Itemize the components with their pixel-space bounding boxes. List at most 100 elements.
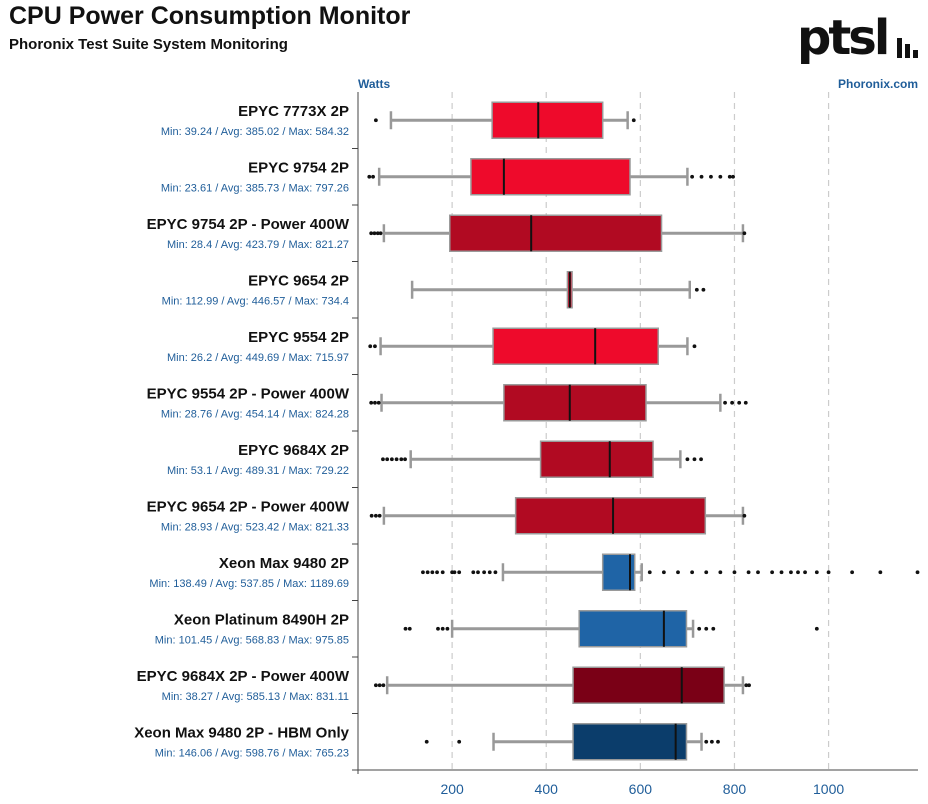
series-name: EPYC 9754 2P - Power 400W [147,216,350,233]
series-row: Xeon Platinum 8490H 2P Min: 101.45 / Avg:… [155,610,819,658]
box-iqr [503,384,647,422]
outlier-point [373,683,378,688]
outlier-point [424,739,429,744]
outlier-point [704,570,709,575]
outlier-point [850,570,855,575]
outlier-point [718,174,723,179]
outlier-point [631,118,636,123]
outlier-point [814,626,819,631]
outlier-point [746,570,751,575]
outlier-point [399,457,404,462]
outlier-point [389,457,394,462]
outlier-point [378,231,383,236]
source-link[interactable]: Phoronix.com [837,77,918,91]
outlier-point [440,570,445,575]
outlier-point [371,174,375,179]
box-iqr [492,327,659,365]
outlier-point [690,570,695,575]
outlier-point [403,457,407,462]
outlier-point [407,626,412,631]
series-row: EPYC 9684X 2P Min: 53.1 / Avg: 489.31 / M… [167,440,703,488]
outlier-point [711,626,716,631]
outlier-point [718,570,723,575]
outlier-point [701,287,706,292]
logo-bar-1 [897,38,902,58]
outlier-point [369,400,374,405]
box-iqr [539,440,654,478]
outlier-point [377,513,382,518]
series-row: EPYC 9554 2P Min: 26.2 / Avg: 449.69 / Ma… [167,327,697,375]
outlier-point [476,570,480,575]
outlier-point [704,626,709,631]
outlier-point [487,570,492,575]
series-name: EPYC 9654 2P - Power 400W [147,499,350,516]
series-row: EPYC 9654 2P Min: 112.99 / Avg: 446.57 / … [162,271,706,319]
box-iqr [578,610,688,648]
outlier-point [709,739,714,744]
series-stats: Min: 112.99 / Avg: 446.57 / Max: 734.4 [162,296,349,308]
outlier-point [826,570,831,575]
outlier-point [435,570,439,575]
series-stats: Min: 53.1 / Avg: 489.31 / Max: 729.22 [167,465,349,477]
series-row: Xeon Max 9480 2P Min: 138.49 / Avg: 537.8… [149,553,920,601]
outlier-point [727,174,732,179]
series-row: EPYC 7773X 2P Min: 39.24 / Avg: 385.02 / … [161,101,636,149]
outlier-point [425,570,430,575]
logo-text: ptsl [797,10,887,66]
outlier-point [471,570,476,575]
outlier-point [385,457,390,462]
series-name: Xeon Max 9480 2P [219,555,349,572]
series-row: EPYC 9554 2P - Power 400W Min: 28.76 / Av… [147,384,748,432]
series-stats: Min: 28.4 / Avg: 423.79 / Max: 821.27 [167,239,349,251]
series-stats: Min: 23.61 / Avg: 385.73 / Max: 797.26 [161,183,349,195]
series-stats: Min: 101.45 / Avg: 568.83 / Max: 975.85 [155,635,349,647]
series-row: EPYC 9754 2P Min: 23.61 / Avg: 385.73 / M… [161,158,735,206]
pts-logo: ptsl [797,10,918,66]
outlier-point [731,174,735,179]
outlier-point [699,457,703,462]
logo-bar-2 [905,44,910,58]
series-name: EPYC 9754 2P [248,160,349,177]
outlier-point [403,626,408,631]
outlier-point [368,344,373,349]
outlier-point [436,626,440,631]
outlier-point [661,570,666,575]
outlier-point [692,457,697,462]
outlier-point [697,626,702,631]
outlier-point [647,570,652,575]
outlier-point [373,513,378,518]
series-stats: Min: 39.24 / Avg: 385.02 / Max: 584.32 [161,126,349,138]
series-row: EPYC 9684X 2P - Power 400W Min: 38.27 / A… [137,666,751,714]
outlier-point [744,683,749,688]
series-stats: Min: 38.27 / Avg: 585.13 / Max: 831.11 [162,691,349,703]
outlier-point [445,626,450,631]
series-row: EPYC 9754 2P - Power 400W Min: 28.4 / Avg… [147,214,747,262]
outlier-point [367,174,372,179]
box-iqr [572,723,688,761]
outlier-point [369,231,374,236]
series-stats: Min: 28.93 / Avg: 523.42 / Max: 821.33 [161,522,349,534]
series-name: EPYC 9554 2P - Power 400W [147,386,350,403]
outlier-point [709,174,713,179]
outlier-point [394,457,399,462]
chart-subtitle: Phoronix Test Suite System Monitoring [9,36,288,53]
outlier-point [376,400,381,405]
series-stats: Min: 138.49 / Avg: 537.85 / Max: 1189.69 [149,578,349,590]
series-row: EPYC 9654 2P - Power 400W Min: 28.93 / Av… [147,497,747,545]
outlier-point [430,570,435,575]
outlier-point [742,231,747,236]
x-tick-label: 1000 [813,781,844,797]
outlier-point [730,400,735,405]
box-iqr [449,214,663,252]
outlier-point [482,570,487,575]
outlier-point [699,174,704,179]
x-tick-label: 200 [440,781,464,797]
series-stats: Min: 146.06 / Avg: 598.76 / Max: 765.23 [155,748,349,760]
outlier-point [685,457,690,462]
outlier-point [737,400,742,405]
outlier-point [915,570,920,575]
box-iqr [572,666,725,704]
outlier-point [770,570,775,575]
outlier-point [676,570,680,575]
